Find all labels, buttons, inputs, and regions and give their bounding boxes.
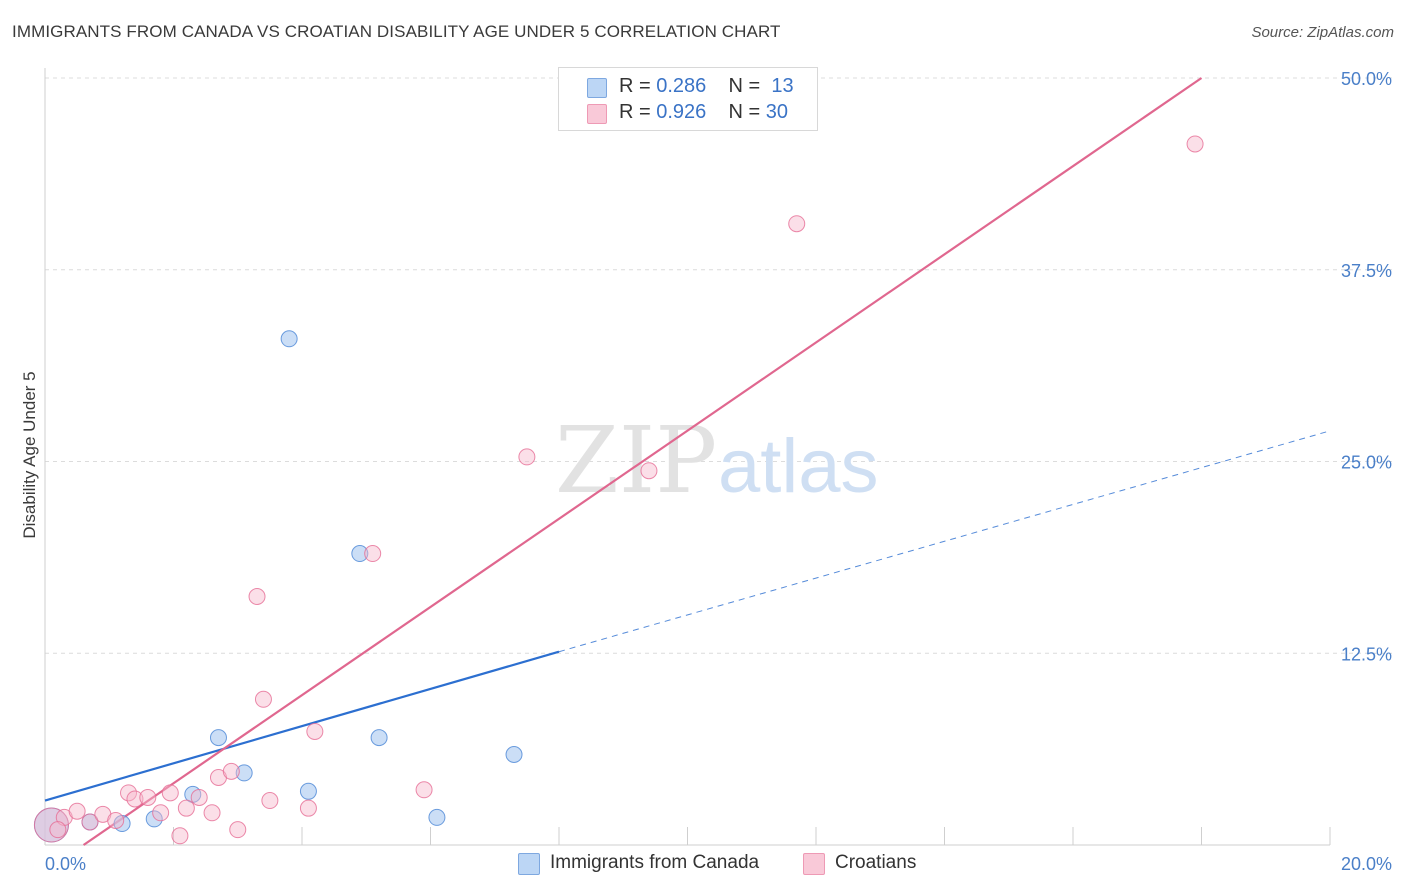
point-croatians bbox=[788, 215, 806, 233]
trend-lines bbox=[44, 77, 1331, 846]
point-croatians bbox=[107, 811, 125, 829]
tick-labels: 12.5% 25.0% 37.5% 50.0% 0.0% 20.0% bbox=[45, 69, 1392, 874]
chart-title: IMMIGRANTS FROM CANADA VS CROATIAN DISAB… bbox=[12, 22, 781, 41]
point-canada bbox=[145, 810, 163, 828]
point-croatians bbox=[152, 804, 170, 822]
bottom-legend-label-croatians: Croatians bbox=[835, 852, 917, 873]
point-croatians bbox=[299, 799, 317, 817]
point-croatians bbox=[364, 545, 382, 563]
point-croatians bbox=[81, 813, 99, 831]
point-croatians bbox=[161, 784, 179, 802]
watermark-atlas: atlas bbox=[718, 424, 879, 509]
point-croatians bbox=[248, 587, 266, 605]
y-axis-label: Disability Age Under 5 bbox=[20, 371, 39, 538]
point-canada bbox=[235, 764, 253, 782]
legend-n-label: N = bbox=[728, 101, 766, 123]
axes bbox=[44, 68, 1331, 846]
legend: R = 0.286 N = 13 R = 0.926 N = 30 bbox=[558, 67, 818, 131]
point-croatians bbox=[415, 781, 433, 799]
point-croatians bbox=[126, 790, 144, 808]
point-croatians bbox=[254, 690, 272, 708]
x-tick-label: 0.0% bbox=[45, 854, 86, 874]
watermark-zip: ZIP bbox=[555, 407, 717, 514]
legend-n-label: N = bbox=[728, 75, 766, 97]
source-label: Source: ZipAtlas.com bbox=[1251, 24, 1394, 41]
point-croatians bbox=[306, 722, 324, 740]
point-croatians bbox=[68, 802, 86, 820]
point-canada bbox=[370, 729, 388, 747]
point-canada bbox=[505, 745, 523, 763]
point-canada bbox=[299, 782, 317, 800]
watermark: ZIP atlas bbox=[555, 407, 879, 514]
point-croatians bbox=[229, 821, 247, 839]
x-tick-label: 20.0% bbox=[1341, 854, 1392, 874]
point-croatians bbox=[222, 762, 240, 780]
point-canada bbox=[351, 545, 369, 563]
point-croatians bbox=[1186, 135, 1204, 153]
legend-swatch-croatians bbox=[587, 104, 607, 124]
point-croatians bbox=[261, 792, 279, 810]
point-croatians bbox=[203, 804, 221, 822]
legend-n-value-croatians: 30 bbox=[765, 101, 789, 123]
point-croatians bbox=[139, 788, 157, 806]
data-points bbox=[33, 135, 1204, 845]
trend-line-croatians bbox=[82, 77, 1203, 846]
legend-r-value-canada: 0.286 bbox=[656, 75, 707, 97]
y-tick-label: 37.5% bbox=[1341, 261, 1392, 281]
point-croatians bbox=[518, 448, 536, 466]
legend-r-label: R = bbox=[619, 101, 657, 123]
legend-r-label: R = bbox=[619, 75, 657, 97]
point-canada bbox=[428, 808, 446, 826]
point-croatians bbox=[120, 784, 138, 802]
y-tick-label: 25.0% bbox=[1341, 453, 1392, 473]
point-croatians bbox=[177, 799, 195, 817]
bottom-legend-swatch-canada bbox=[518, 853, 540, 875]
trend-line-canada bbox=[44, 650, 560, 802]
point-croatians bbox=[640, 462, 658, 480]
legend-r-value-croatians: 0.926 bbox=[656, 101, 707, 123]
bottom-legend-swatch-croatians bbox=[803, 853, 825, 875]
point-croatians bbox=[49, 821, 67, 839]
bottom-legend-label-canada: Immigrants from Canada bbox=[550, 852, 760, 873]
trend-line-canada-extension bbox=[558, 430, 1331, 653]
legend-n-value-canada: 13 bbox=[771, 75, 794, 97]
grid-lines bbox=[45, 77, 1392, 654]
point-croatians bbox=[171, 827, 189, 845]
y-tick-label: 50.0% bbox=[1341, 69, 1392, 89]
legend-swatch-canada bbox=[587, 78, 607, 98]
point-canada bbox=[209, 729, 227, 747]
point-croatians bbox=[190, 788, 208, 806]
point-canada bbox=[280, 330, 298, 348]
y-tick-label: 12.5% bbox=[1341, 644, 1392, 664]
